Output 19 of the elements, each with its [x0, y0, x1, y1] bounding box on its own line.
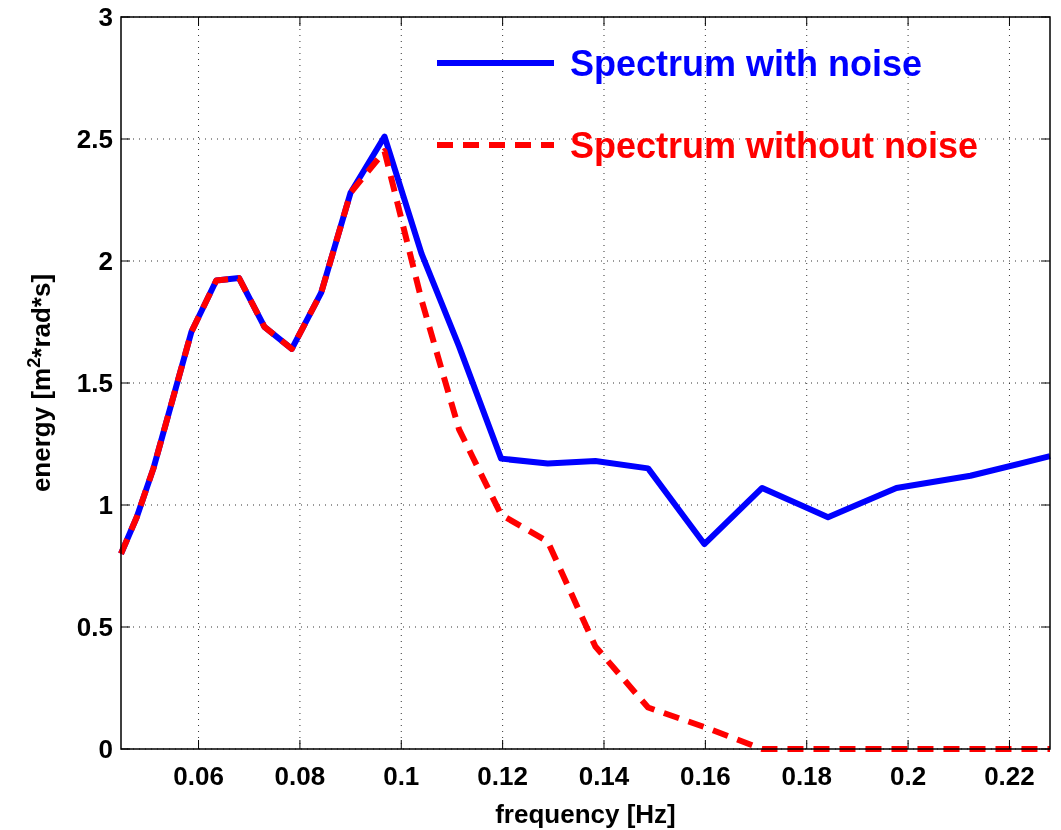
x-tick-label: 0.2: [890, 761, 927, 791]
x-axis-title: frequency [Hz]: [495, 799, 676, 829]
y-tick-label: 3: [98, 2, 113, 32]
legend-label: Spectrum without noise: [570, 125, 979, 166]
y-tick-label: 2: [98, 246, 113, 276]
x-tick-label: 0.06: [173, 761, 224, 791]
y-tick-label: 0: [98, 734, 113, 764]
legend-label: Spectrum with noise: [570, 43, 923, 84]
y-tick-label: 0.5: [76, 612, 113, 642]
x-tick-label: 0.12: [477, 761, 528, 791]
x-tick-label: 0.1: [383, 761, 420, 791]
y-tick-label: 1.5: [76, 368, 113, 398]
y-tick-label: 1: [98, 490, 113, 520]
x-tick-label: 0.14: [578, 761, 630, 791]
x-tick-label: 0.18: [781, 761, 833, 791]
y-tick-label: 2.5: [76, 124, 113, 154]
x-tick-label: 0.22: [984, 761, 1035, 791]
x-tick-label: 0.08: [274, 761, 326, 791]
x-tick-label: 0.16: [680, 761, 731, 791]
